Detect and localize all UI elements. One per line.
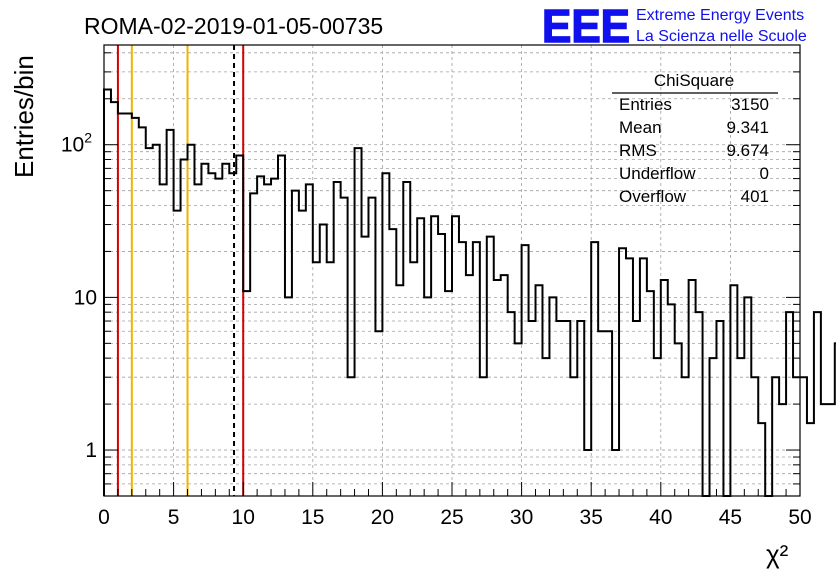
- y-tick-label: 102: [61, 130, 92, 157]
- stats-label: Overflow: [619, 187, 687, 206]
- chart-title: ROMA-02-2019-01-05-00735: [84, 13, 383, 39]
- x-tick-label: 45: [719, 506, 742, 529]
- reference-lines: [116, 45, 245, 496]
- stats-value: 9.674: [726, 141, 769, 160]
- x-tick-label: 10: [232, 506, 255, 529]
- y-tick-label: 10: [74, 286, 97, 309]
- stats-label: RMS: [619, 141, 657, 160]
- x-tick-label: 0: [98, 506, 110, 529]
- grid-layer: [104, 45, 800, 496]
- logo-mark: EEE: [542, 0, 630, 52]
- stats-value: 3150: [731, 95, 769, 114]
- histogram-outline: [103, 88, 836, 497]
- stats-value: 401: [741, 187, 769, 206]
- eee-logo: EEE Extreme Energy Events La Scienza nel…: [541, 0, 807, 53]
- y-axis-label: Entries/bin: [9, 55, 39, 178]
- x-tick-label: 30: [510, 506, 533, 529]
- x-tick-label: 25: [440, 506, 463, 529]
- x-tick-label: 40: [649, 506, 672, 529]
- x-tick-labels: 0 5 10 15 20 25 30 35 40 45 50: [98, 506, 812, 529]
- x-tick-label: 35: [580, 506, 603, 529]
- logo-line-2: La Scienza nelle Scuole: [636, 28, 807, 45]
- x-tick-label: 20: [371, 506, 394, 529]
- y-tick-label: 1: [85, 439, 97, 462]
- stats-value: 0: [760, 164, 769, 183]
- stats-label: Mean: [619, 118, 662, 137]
- y-tick-labels: 1 10 102: [61, 130, 97, 462]
- stats-value: 9.341: [726, 118, 769, 137]
- logo-line-1: Extreme Energy Events: [636, 7, 804, 24]
- stats-label: Underflow: [619, 164, 696, 183]
- x-axis-label: χ²: [766, 539, 789, 569]
- stats-box: ChiSquare Entries 3150 Mean 9.341 RMS 9.674 Un…: [612, 71, 778, 206]
- stats-label: Entries: [619, 95, 672, 114]
- x-tick-label: 5: [168, 506, 180, 529]
- axis-ticks: [103, 52, 801, 496]
- x-tick-label: 50: [788, 506, 811, 529]
- stats-title: ChiSquare: [654, 71, 734, 90]
- x-tick-label: 15: [301, 506, 324, 529]
